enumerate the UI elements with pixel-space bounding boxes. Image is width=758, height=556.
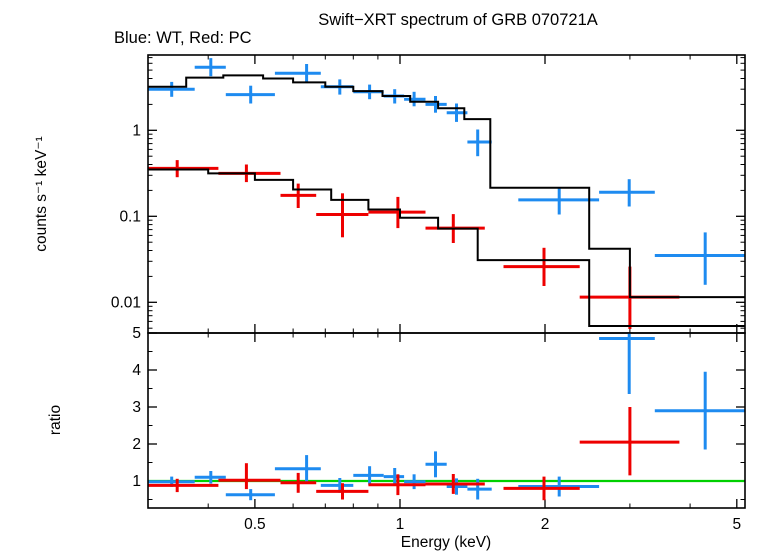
plot-generated-content: 0.01 0.1 1 1 2 3 4 5 0.5 1 2 5 — [111, 54, 746, 533]
chart-title: Swift−XRT spectrum of GRB 070721A — [318, 11, 598, 29]
wt-model-line — [148, 74, 745, 299]
spectrum-data-area — [148, 58, 745, 329]
y-tick-label: 1 — [132, 122, 141, 139]
pc-data-series — [148, 160, 680, 329]
ratio-data-area — [148, 333, 745, 501]
wt-data-series — [148, 58, 745, 285]
x-axis-label: Energy (keV) — [401, 534, 491, 551]
ratio-panel: 1 2 3 4 5 — [132, 325, 746, 509]
y-tick-label: 5 — [132, 325, 141, 342]
y-tick-label: 4 — [132, 362, 141, 379]
x-tick-labels: 0.5 1 2 5 — [244, 516, 741, 533]
wt-ratio-series — [148, 333, 745, 501]
pc-model-series — [148, 168, 745, 327]
y-tick-label: 0.1 — [119, 208, 141, 225]
y-tick-label: 3 — [132, 399, 141, 416]
pc-ratio-series — [148, 407, 680, 501]
y-tick-label: 1 — [132, 473, 141, 490]
y-axis-label-ratio: ratio — [47, 405, 64, 435]
spectrum-panel-frame — [147, 54, 746, 334]
pc-model-line — [148, 168, 745, 327]
spectrum-panel: 0.01 0.1 1 — [111, 54, 746, 334]
y-tick-label: 0.01 — [111, 294, 141, 311]
x-tick-label: 1 — [396, 516, 405, 533]
x-tick-label: 2 — [541, 516, 550, 533]
y-tick-label: 2 — [132, 436, 141, 453]
y-axis-label-counts: counts s⁻¹ keV⁻¹ — [33, 136, 50, 251]
x-tick-label: 0.5 — [244, 516, 266, 533]
chart-subtitle: Blue: WT, Red: PC — [114, 29, 252, 47]
x-tick-label: 5 — [732, 516, 741, 533]
ratio-panel-frame — [147, 332, 746, 509]
wt-model-series — [148, 74, 745, 299]
